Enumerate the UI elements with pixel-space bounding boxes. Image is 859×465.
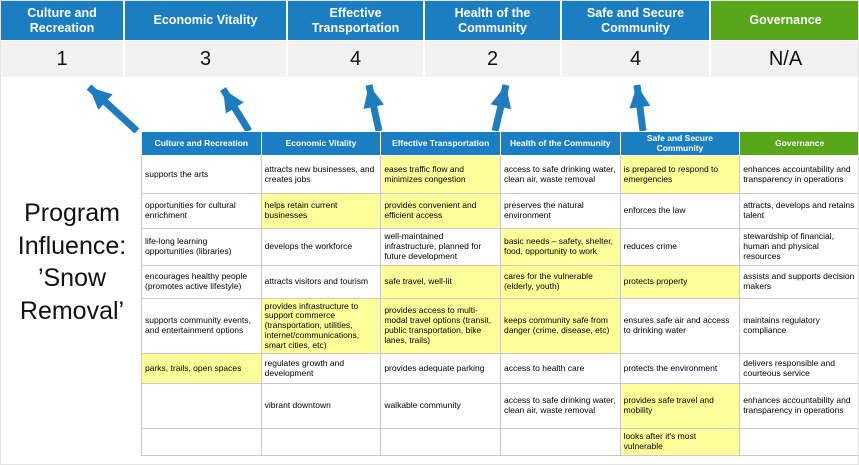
matrix-row-2: life-long learning opportunities (librar…: [141, 228, 858, 266]
matrix-cell: assists and supports decision makers: [739, 265, 858, 299]
matrix-header-3: Health of the Community: [499, 131, 621, 156]
influence-arrow-1: [86, 84, 140, 133]
matrix-cell: stewardship of financial, human and phys…: [739, 228, 858, 266]
matrix-cell: opportunities for cultural enrichment: [141, 193, 262, 229]
matrix-cell: reduces crime: [619, 228, 741, 266]
matrix-header-1: Economic Vitality: [260, 131, 382, 156]
matrix-cell: is prepared to respond to emergencies: [619, 155, 741, 194]
matrix-cell: provides convenient and efficient access: [380, 193, 501, 229]
matrix-cell: attracts, develops and retains talent: [739, 193, 858, 229]
summary-header-1: Economic Vitality: [125, 1, 288, 40]
matrix-cell: walkable community: [380, 383, 501, 429]
matrix-cell: supports community events, and entertain…: [141, 298, 262, 354]
influence-arrow-2: [220, 87, 252, 133]
matrix-cell: encourages healthy people (promotes acti…: [141, 265, 262, 299]
matrix-cell: [739, 428, 858, 456]
matrix-row-0: supports the arts attracts new businesses…: [141, 155, 858, 194]
matrix-cell: cares for the vulnerable (elderly, youth…: [499, 265, 621, 299]
matrix-cell: enhances accountability and transparency…: [739, 155, 858, 194]
matrix-cell: access to health care: [499, 353, 621, 384]
influence-arrows: [86, 84, 651, 133]
matrix-cell: preserves the natural environment: [499, 193, 621, 229]
matrix-cell: safe travel, well-lit: [380, 265, 501, 299]
matrix-cell: protects the environment: [619, 353, 741, 384]
matrix-cell: parks, trails, open spaces: [141, 353, 262, 384]
matrix-cell: develops the workforce: [260, 228, 382, 266]
matrix-cell: maintains regulatory compliance: [739, 298, 858, 354]
summary-header-0: Culture and Recreation: [1, 1, 125, 40]
matrix-row-4: supports community events, and entertain…: [141, 298, 858, 354]
summary-score-4: 4: [562, 41, 711, 77]
matrix-row-6: vibrant downtown walkable community access…: [141, 383, 858, 429]
matrix-header-4: Safe and Secure Community: [619, 131, 741, 156]
matrix-cell: enhances accountability and transparency…: [739, 383, 858, 429]
influence-arrow-4: [490, 84, 512, 132]
matrix-cell: ensures safe air and access to drinking …: [619, 298, 741, 354]
matrix-cell: regulates growth and development: [260, 353, 382, 384]
influence-arrow-3: [363, 84, 385, 132]
summary-banner: Culture and Recreation Economic Vitality E…: [1, 1, 858, 40]
summary-header-2: Effective Transportation: [288, 1, 425, 40]
summary-header-5: Governance: [711, 1, 858, 40]
matrix-cell: keeps community safe from danger (crime,…: [499, 298, 621, 354]
matrix-cell: [260, 428, 382, 456]
summary-score-5: N/A: [711, 41, 858, 77]
matrix-row-1: opportunities for cultural enrichment hel…: [141, 193, 858, 229]
influence-matrix: Culture and Recreation Economic Vitality E…: [141, 131, 858, 456]
matrix-cell: life-long learning opportunities (librar…: [141, 228, 262, 266]
matrix-cell: basic needs – safety, shelter, food, opp…: [499, 228, 621, 266]
matrix-row-5: parks, trails, open spaces regulates grow…: [141, 353, 858, 384]
matrix-cell: provides access to multi-modal travel op…: [380, 298, 501, 354]
matrix-header-5: Governance: [739, 131, 858, 156]
matrix-cell: provides safe travel and mobility: [619, 383, 741, 429]
matrix-body: supports the arts attracts new businesses…: [141, 155, 858, 456]
matrix-cell: well-maintained infrastructure, planned …: [380, 228, 501, 266]
program-title: Program Influence: ’Snow Removal’: [17, 199, 127, 325]
matrix-cell: vibrant downtown: [260, 383, 382, 429]
matrix-cell: access to safe drinking water, clean air…: [499, 155, 621, 194]
summary-header-4: Safe and Secure Community: [562, 1, 711, 40]
matrix-cell: [499, 428, 621, 456]
influence-arrow-5: [629, 84, 651, 132]
matrix-cell: attracts visitors and tourism: [260, 265, 382, 299]
summary-score-3: 2: [425, 41, 562, 77]
matrix-cell: protects property: [619, 265, 741, 299]
matrix-cell: provides adequate parking: [380, 353, 501, 384]
matrix-cell: eases traffic flow and minimizes congest…: [380, 155, 501, 194]
matrix-cell: access to safe drinking water, clean air…: [499, 383, 621, 429]
matrix-row-7: looks after it's most vulnerable: [141, 428, 858, 456]
matrix-cell: attracts new businesses, and creates job…: [260, 155, 382, 194]
summary-header-3: Health of the Community: [425, 1, 562, 40]
summary-scores: 1 3 4 2 4 N/A: [1, 41, 858, 77]
matrix-cell: [141, 428, 262, 456]
matrix-cell: [380, 428, 501, 456]
matrix-cell: enforces the law: [619, 193, 741, 229]
matrix-cell: supports the arts: [141, 155, 262, 194]
summary-score-0: 1: [1, 41, 125, 77]
matrix-header-0: Culture and Recreation: [141, 131, 262, 156]
matrix-cell: [141, 383, 262, 429]
matrix-cell: helps retain current businesses: [260, 193, 382, 229]
matrix-cell: delivers responsible and courteous servi…: [739, 353, 858, 384]
matrix-cell: provides infrastructure to support comme…: [260, 298, 382, 354]
summary-score-1: 3: [125, 41, 288, 77]
matrix-row-3: encourages healthy people (promotes acti…: [141, 265, 858, 299]
matrix-header-row: Culture and Recreation Economic Vitality E…: [141, 131, 858, 156]
matrix-header-2: Effective Transportation: [380, 131, 501, 156]
summary-score-2: 4: [288, 41, 425, 77]
matrix-cell: looks after it's most vulnerable: [619, 428, 741, 456]
